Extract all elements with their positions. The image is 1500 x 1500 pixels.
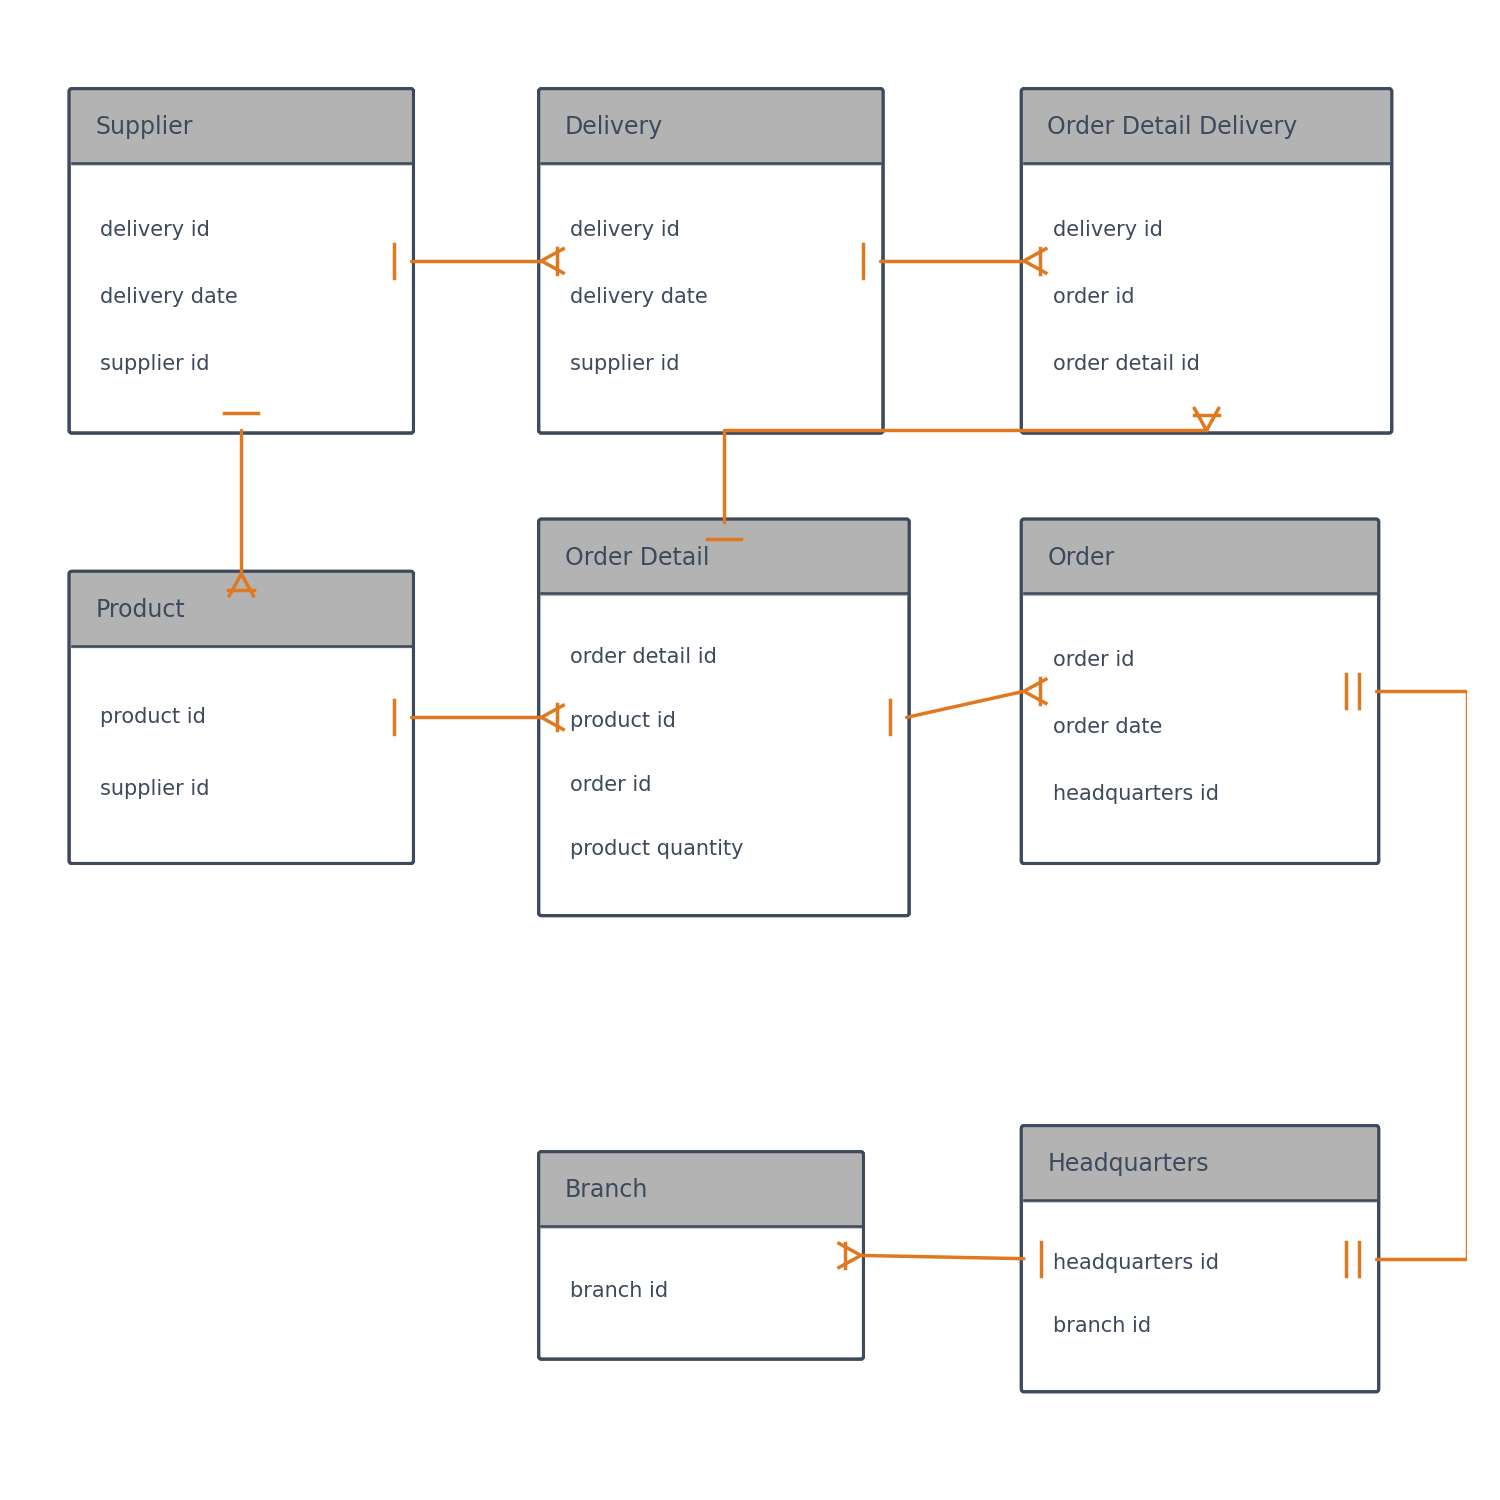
FancyBboxPatch shape (69, 88, 414, 165)
Text: Order Detail Delivery: Order Detail Delivery (1047, 116, 1298, 140)
FancyBboxPatch shape (1022, 1125, 1378, 1203)
FancyBboxPatch shape (538, 88, 884, 434)
Text: headquarters id: headquarters id (1053, 1252, 1218, 1274)
Text: Order: Order (1047, 546, 1114, 570)
FancyBboxPatch shape (538, 519, 909, 596)
Bar (542, 1155, 861, 1226)
Bar (542, 92, 880, 164)
Bar (1024, 522, 1376, 594)
FancyBboxPatch shape (1022, 88, 1392, 434)
Text: delivery date: delivery date (100, 286, 238, 306)
FancyBboxPatch shape (69, 572, 414, 648)
Text: branch id: branch id (1053, 1316, 1150, 1336)
FancyBboxPatch shape (538, 1152, 864, 1359)
Bar (72, 574, 411, 645)
Bar (1024, 1128, 1376, 1200)
Text: Delivery: Delivery (566, 116, 663, 140)
Bar (1024, 92, 1389, 164)
Text: Branch: Branch (566, 1178, 648, 1202)
Text: order id: order id (570, 776, 651, 795)
FancyBboxPatch shape (538, 1152, 864, 1228)
Text: Product: Product (94, 598, 184, 622)
Text: supplier id: supplier id (570, 354, 680, 374)
Text: product id: product id (570, 711, 676, 732)
FancyBboxPatch shape (69, 572, 414, 864)
Text: delivery id: delivery id (570, 220, 680, 240)
Text: branch id: branch id (570, 1281, 668, 1302)
Text: delivery id: delivery id (100, 220, 210, 240)
Text: supplier id: supplier id (100, 354, 210, 374)
FancyBboxPatch shape (69, 88, 414, 434)
FancyBboxPatch shape (1022, 519, 1378, 864)
Text: Headquarters: Headquarters (1047, 1152, 1209, 1176)
Text: product quantity: product quantity (570, 839, 744, 860)
FancyBboxPatch shape (538, 88, 884, 165)
Text: order detail id: order detail id (1053, 354, 1200, 374)
Text: Order Detail: Order Detail (566, 546, 710, 570)
Text: delivery date: delivery date (570, 286, 708, 306)
Text: order date: order date (1053, 717, 1162, 736)
Bar (542, 522, 906, 594)
Text: delivery id: delivery id (1053, 220, 1162, 240)
FancyBboxPatch shape (1022, 88, 1392, 165)
FancyBboxPatch shape (538, 519, 909, 915)
Text: order id: order id (1053, 651, 1134, 670)
FancyBboxPatch shape (1022, 1125, 1378, 1392)
Bar (72, 92, 411, 164)
Text: Supplier: Supplier (94, 116, 192, 140)
Text: order id: order id (1053, 286, 1134, 306)
Text: order detail id: order detail id (570, 648, 717, 668)
Text: product id: product id (100, 708, 207, 728)
Text: supplier id: supplier id (100, 778, 210, 800)
Text: headquarters id: headquarters id (1053, 784, 1218, 804)
FancyBboxPatch shape (1022, 519, 1378, 596)
